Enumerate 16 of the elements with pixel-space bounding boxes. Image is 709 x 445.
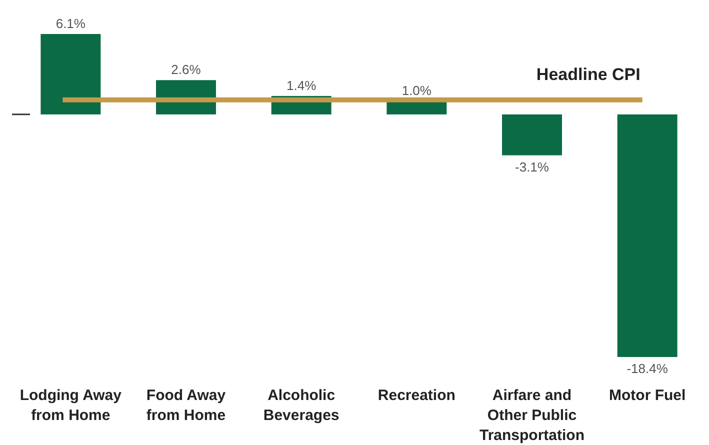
bar <box>617 114 678 357</box>
x-tick-label: Lodging Away from Home <box>20 387 122 424</box>
bar <box>40 34 101 114</box>
data-label: 2.6% <box>171 62 202 78</box>
x-tick-label: Airfare and Other Public Transportation <box>479 387 585 444</box>
x-tick-label: Motor Fuel <box>609 387 686 404</box>
data-label: 1.0% <box>402 83 432 98</box>
bar <box>502 114 562 156</box>
data-label: 6.1% <box>56 16 86 31</box>
x-tick-label: Recreation <box>378 387 456 404</box>
ref-line-label: Headline CPI <box>536 64 640 84</box>
data-label: -3.1% <box>515 159 550 174</box>
data-label: 1.4% <box>286 78 317 93</box>
x-tick-label: Food Away from Home <box>146 387 226 424</box>
x-tick-label: Alcoholic Beverages <box>263 387 340 424</box>
data-label: -18.4% <box>626 361 668 376</box>
